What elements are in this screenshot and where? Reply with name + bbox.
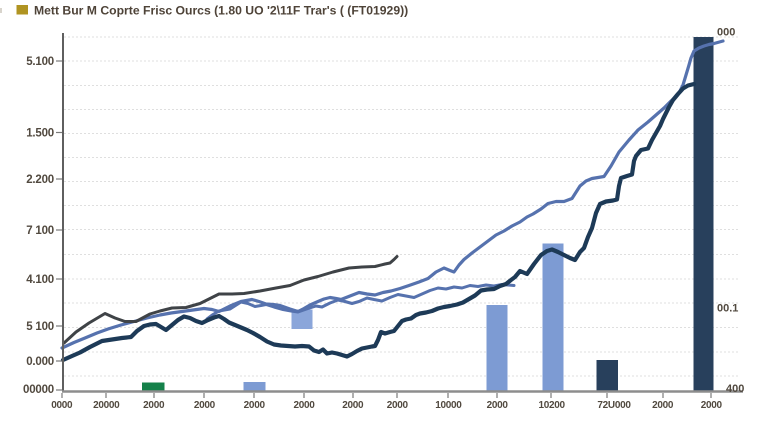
svg-text:0000: 0000 xyxy=(51,400,73,411)
svg-text:2000: 2000 xyxy=(194,400,216,411)
svg-text:2000: 2000 xyxy=(701,400,723,411)
svg-text:00.1: 00.1 xyxy=(717,303,738,315)
svg-text:10000: 10000 xyxy=(435,400,462,411)
svg-text:2000: 2000 xyxy=(652,400,674,411)
svg-text:2000: 2000 xyxy=(342,400,364,411)
svg-text:2.200: 2.200 xyxy=(26,174,54,186)
svg-text:10200: 10200 xyxy=(538,400,565,411)
svg-text:0.000: 0.000 xyxy=(26,356,54,368)
svg-text:20000: 20000 xyxy=(93,400,120,411)
svg-text:400: 400 xyxy=(726,383,744,395)
svg-text:5 100: 5 100 xyxy=(26,321,54,333)
svg-text:000: 000 xyxy=(717,27,735,39)
svg-text:Mett Bur M Coprte Frisc Ourcs: Mett Bur M Coprte Frisc Ourcs (1.80 UO '… xyxy=(34,4,408,18)
svg-text:00000: 00000 xyxy=(23,384,54,396)
svg-text:1.500: 1.500 xyxy=(26,128,54,140)
svg-text:2000: 2000 xyxy=(487,400,509,411)
svg-text:2000: 2000 xyxy=(143,400,165,411)
svg-text:2000: 2000 xyxy=(387,400,409,411)
svg-text:5.100: 5.100 xyxy=(26,56,54,68)
svg-text:4.100: 4.100 xyxy=(26,274,54,286)
svg-text:2000: 2000 xyxy=(244,400,266,411)
svg-text:7 100: 7 100 xyxy=(26,225,54,237)
svg-text:72U000: 72U000 xyxy=(597,400,631,411)
svg-text:2000: 2000 xyxy=(293,400,315,411)
